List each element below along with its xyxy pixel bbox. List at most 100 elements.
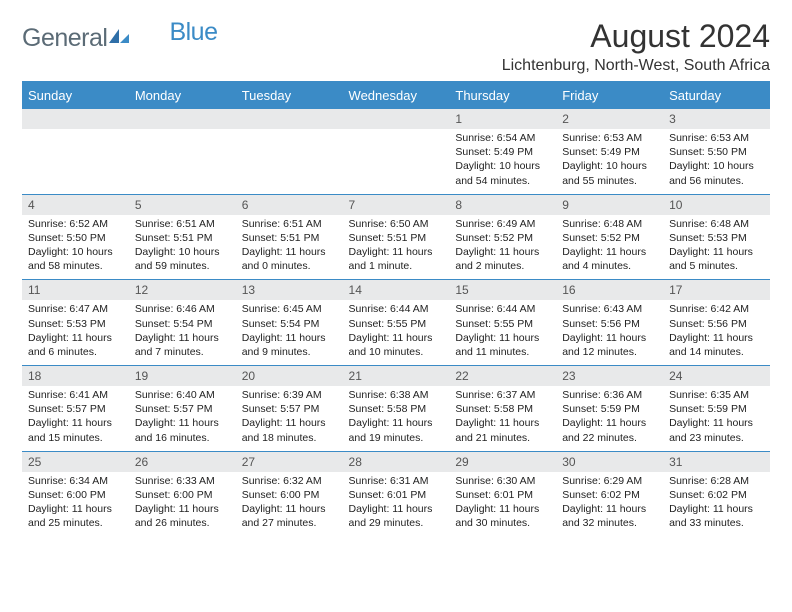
day-number: 7 [343,195,450,215]
day-info: Sunrise: 6:35 AM Sunset: 5:59 PM Dayligh… [663,386,770,451]
day-info: Sunrise: 6:47 AM Sunset: 5:53 PM Dayligh… [22,300,129,365]
day-number: 6 [236,195,343,215]
day-info: Sunrise: 6:36 AM Sunset: 5:59 PM Dayligh… [556,386,663,451]
day-header: Wednesday [343,82,450,109]
day-header: Friday [556,82,663,109]
day-info: Sunrise: 6:54 AM Sunset: 5:49 PM Dayligh… [449,129,556,194]
day-info: Sunrise: 6:29 AM Sunset: 6:02 PM Dayligh… [556,472,663,537]
day-cell: 12Sunrise: 6:46 AM Sunset: 5:54 PM Dayli… [129,280,236,366]
day-number: 25 [22,452,129,472]
page-header: General Blue August 2024 Lichtenburg, No… [22,18,770,75]
day-info: Sunrise: 6:48 AM Sunset: 5:53 PM Dayligh… [663,215,770,280]
day-cell: 5Sunrise: 6:51 AM Sunset: 5:51 PM Daylig… [129,194,236,280]
day-info: Sunrise: 6:39 AM Sunset: 5:57 PM Dayligh… [236,386,343,451]
day-cell: 27Sunrise: 6:32 AM Sunset: 6:00 PM Dayli… [236,451,343,536]
day-info: Sunrise: 6:44 AM Sunset: 5:55 PM Dayligh… [343,300,450,365]
day-info: Sunrise: 6:43 AM Sunset: 5:56 PM Dayligh… [556,300,663,365]
day-number-empty [129,109,236,129]
day-info: Sunrise: 6:41 AM Sunset: 5:57 PM Dayligh… [22,386,129,451]
month-title: August 2024 [502,18,770,55]
location-text: Lichtenburg, North-West, South Africa [502,57,770,75]
day-number: 19 [129,366,236,386]
day-cell: 1Sunrise: 6:54 AM Sunset: 5:49 PM Daylig… [449,109,556,195]
day-cell: 18Sunrise: 6:41 AM Sunset: 5:57 PM Dayli… [22,366,129,452]
day-number-empty [22,109,129,129]
day-cell: 11Sunrise: 6:47 AM Sunset: 5:53 PM Dayli… [22,280,129,366]
day-info: Sunrise: 6:45 AM Sunset: 5:54 PM Dayligh… [236,300,343,365]
day-number: 15 [449,280,556,300]
day-info: Sunrise: 6:33 AM Sunset: 6:00 PM Dayligh… [129,472,236,537]
day-cell: 6Sunrise: 6:51 AM Sunset: 5:51 PM Daylig… [236,194,343,280]
calendar-body: 1Sunrise: 6:54 AM Sunset: 5:49 PM Daylig… [22,109,770,537]
day-cell: 23Sunrise: 6:36 AM Sunset: 5:59 PM Dayli… [556,366,663,452]
day-info: Sunrise: 6:49 AM Sunset: 5:52 PM Dayligh… [449,215,556,280]
day-number: 27 [236,452,343,472]
day-number: 26 [129,452,236,472]
day-number: 31 [663,452,770,472]
day-number: 24 [663,366,770,386]
day-info: Sunrise: 6:30 AM Sunset: 6:01 PM Dayligh… [449,472,556,537]
day-number: 22 [449,366,556,386]
day-cell: 19Sunrise: 6:40 AM Sunset: 5:57 PM Dayli… [129,366,236,452]
day-number: 16 [556,280,663,300]
day-cell [129,109,236,195]
day-number: 28 [343,452,450,472]
day-info [236,129,343,187]
title-block: August 2024 Lichtenburg, North-West, Sou… [502,18,770,75]
day-number: 1 [449,109,556,129]
day-number: 30 [556,452,663,472]
day-cell: 3Sunrise: 6:53 AM Sunset: 5:50 PM Daylig… [663,109,770,195]
logo-text-2: Blue [169,18,217,47]
week-row: 25Sunrise: 6:34 AM Sunset: 6:00 PM Dayli… [22,451,770,536]
day-info: Sunrise: 6:28 AM Sunset: 6:02 PM Dayligh… [663,472,770,537]
day-number: 10 [663,195,770,215]
day-cell: 21Sunrise: 6:38 AM Sunset: 5:58 PM Dayli… [343,366,450,452]
day-cell: 14Sunrise: 6:44 AM Sunset: 5:55 PM Dayli… [343,280,450,366]
day-cell: 20Sunrise: 6:39 AM Sunset: 5:57 PM Dayli… [236,366,343,452]
day-cell: 7Sunrise: 6:50 AM Sunset: 5:51 PM Daylig… [343,194,450,280]
day-cell: 26Sunrise: 6:33 AM Sunset: 6:00 PM Dayli… [129,451,236,536]
day-cell: 24Sunrise: 6:35 AM Sunset: 5:59 PM Dayli… [663,366,770,452]
day-cell: 8Sunrise: 6:49 AM Sunset: 5:52 PM Daylig… [449,194,556,280]
day-header: Saturday [663,82,770,109]
day-number: 18 [22,366,129,386]
day-info: Sunrise: 6:38 AM Sunset: 5:58 PM Dayligh… [343,386,450,451]
day-cell: 30Sunrise: 6:29 AM Sunset: 6:02 PM Dayli… [556,451,663,536]
day-info [129,129,236,187]
day-cell: 4Sunrise: 6:52 AM Sunset: 5:50 PM Daylig… [22,194,129,280]
day-number-empty [236,109,343,129]
logo-sail-icon [109,27,131,50]
logo-text-1: General [22,24,107,53]
week-row: 11Sunrise: 6:47 AM Sunset: 5:53 PM Dayli… [22,280,770,366]
day-info: Sunrise: 6:50 AM Sunset: 5:51 PM Dayligh… [343,215,450,280]
day-number: 13 [236,280,343,300]
week-row: 1Sunrise: 6:54 AM Sunset: 5:49 PM Daylig… [22,109,770,195]
day-header: Thursday [449,82,556,109]
day-cell: 9Sunrise: 6:48 AM Sunset: 5:52 PM Daylig… [556,194,663,280]
day-cell: 2Sunrise: 6:53 AM Sunset: 5:49 PM Daylig… [556,109,663,195]
day-info: Sunrise: 6:31 AM Sunset: 6:01 PM Dayligh… [343,472,450,537]
day-info [22,129,129,187]
day-number: 12 [129,280,236,300]
day-header: Monday [129,82,236,109]
day-cell: 25Sunrise: 6:34 AM Sunset: 6:00 PM Dayli… [22,451,129,536]
week-row: 18Sunrise: 6:41 AM Sunset: 5:57 PM Dayli… [22,366,770,452]
day-number: 8 [449,195,556,215]
day-number: 20 [236,366,343,386]
day-cell: 16Sunrise: 6:43 AM Sunset: 5:56 PM Dayli… [556,280,663,366]
day-info: Sunrise: 6:34 AM Sunset: 6:00 PM Dayligh… [22,472,129,537]
day-header-row: Sunday Monday Tuesday Wednesday Thursday… [22,82,770,109]
day-number: 3 [663,109,770,129]
day-number: 2 [556,109,663,129]
day-number: 29 [449,452,556,472]
day-info: Sunrise: 6:44 AM Sunset: 5:55 PM Dayligh… [449,300,556,365]
day-header: Sunday [22,82,129,109]
day-number: 9 [556,195,663,215]
day-cell [22,109,129,195]
day-number: 5 [129,195,236,215]
day-cell: 31Sunrise: 6:28 AM Sunset: 6:02 PM Dayli… [663,451,770,536]
day-cell: 28Sunrise: 6:31 AM Sunset: 6:01 PM Dayli… [343,451,450,536]
calendar-page: General Blue August 2024 Lichtenburg, No… [0,0,792,546]
day-info: Sunrise: 6:32 AM Sunset: 6:00 PM Dayligh… [236,472,343,537]
day-info: Sunrise: 6:42 AM Sunset: 5:56 PM Dayligh… [663,300,770,365]
